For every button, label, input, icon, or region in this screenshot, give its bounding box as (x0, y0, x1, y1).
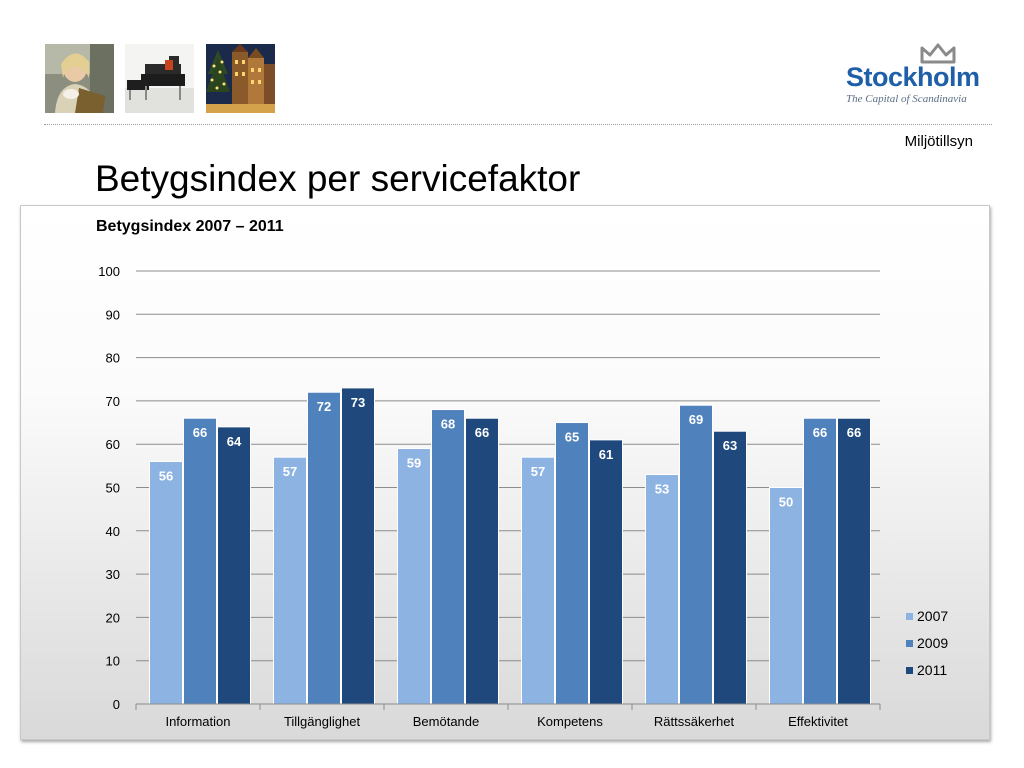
photo-woman (45, 44, 114, 113)
bar-2007-information (149, 461, 183, 705)
bar-2007-effektivitet (769, 487, 803, 705)
data-label: 56 (159, 469, 173, 484)
x-category-label: Effektivitet (788, 714, 848, 729)
data-label: 73 (351, 395, 365, 410)
bar-chart: Betygsindex 2007 – 2011 0 10 20 30 40 50 60 70 80… (96, 218, 948, 729)
bar-2009-effektivitet (803, 417, 837, 705)
legend-swatch-2009 (906, 640, 913, 647)
bar-2007-kompetens (521, 456, 555, 705)
bar-2009-tillgänglighet (307, 391, 341, 705)
logo-tagline: The Capital of Scandinavia (846, 93, 967, 105)
y-tick-label: 60 (106, 437, 120, 452)
data-label: 57 (531, 464, 545, 479)
data-label: 66 (847, 425, 861, 440)
bar-2011-kompetens (589, 439, 623, 705)
bar-2009-kompetens (555, 422, 589, 705)
bar-2007-bemötande (397, 448, 431, 705)
x-category-label: Kompetens (537, 714, 603, 729)
bar-2011-rättssäkerhet (713, 430, 747, 705)
y-tick-label: 10 (106, 654, 120, 669)
logo-wordmark: Stockholm (846, 62, 980, 92)
y-tick-label: 20 (106, 610, 120, 625)
y-tick-label: 50 (106, 481, 120, 496)
legend-label: 2007 (917, 608, 948, 624)
header-divider (44, 124, 992, 125)
data-label: 57 (283, 464, 297, 479)
photo-chair (125, 44, 194, 113)
x-category-label: Tillgänglighet (284, 714, 361, 729)
data-label: 65 (565, 430, 579, 445)
data-label: 50 (779, 495, 793, 510)
bar-2011-information (217, 426, 251, 705)
data-label: 66 (193, 425, 207, 440)
x-category-label: Information (165, 714, 230, 729)
bar-2011-tillgänglighet (341, 387, 375, 705)
data-label: 64 (227, 434, 242, 449)
legend-label: 2009 (917, 635, 948, 651)
bar-2009-information (183, 417, 217, 705)
legend-label: 2011 (917, 662, 947, 678)
bar-2011-effektivitet (837, 417, 871, 705)
bar-2009-rättssäkerhet (679, 404, 713, 705)
data-label: 66 (813, 425, 827, 440)
bar-2007-tillgänglighet (273, 456, 307, 705)
photo-old-town (206, 44, 275, 113)
data-label: 72 (317, 399, 331, 414)
data-label: 69 (689, 412, 703, 427)
y-tick-label: 100 (98, 264, 120, 279)
y-tick-label: 30 (106, 567, 120, 582)
data-label: 63 (723, 438, 737, 453)
chart-title: Betygsindex 2007 – 2011 (96, 218, 284, 235)
data-label: 68 (441, 417, 455, 432)
y-tick-label: 40 (106, 524, 120, 539)
x-category-label: Rättssäkerhet (654, 714, 735, 729)
data-label: 59 (407, 456, 421, 471)
section-label: Miljötillsyn (904, 133, 973, 150)
legend-swatch-2011 (906, 667, 913, 674)
y-tick-label: 90 (106, 307, 120, 322)
y-tick-label: 70 (106, 394, 120, 409)
legend-swatch-2007 (906, 613, 913, 620)
stockholm-logo: Stockholm The Capital of Scandinavia (838, 42, 988, 108)
page-title: Betygsindex per servicefaktor (95, 158, 581, 199)
bar-2007-rättssäkerhet (645, 474, 679, 705)
data-label: 61 (599, 447, 613, 462)
y-tick-label: 0 (113, 697, 120, 712)
y-tick-label: 80 (106, 351, 120, 366)
bar-2009-bemötande (431, 409, 465, 705)
crown-icon (920, 43, 956, 64)
x-category-label: Bemötande (413, 714, 480, 729)
data-label: 66 (475, 425, 489, 440)
bar-2011-bemötande (465, 417, 499, 705)
chart-panel: Betygsindex 2007 – 2011 0 10 20 30 40 50 60 70 80… (20, 205, 990, 740)
data-label: 53 (655, 482, 669, 497)
